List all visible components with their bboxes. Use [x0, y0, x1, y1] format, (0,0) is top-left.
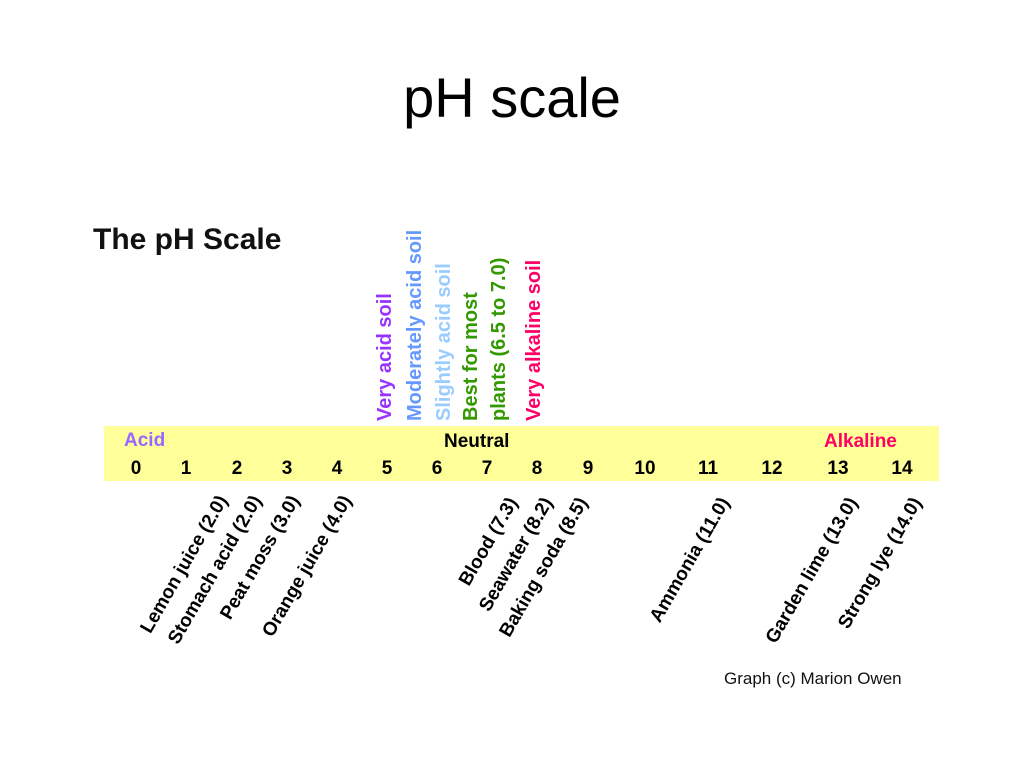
tick-5: 5 [382, 458, 393, 479]
tick-8: 8 [532, 458, 543, 479]
scale-band [104, 426, 939, 481]
acid-label: Acid [124, 430, 165, 451]
tick-10: 10 [634, 458, 655, 479]
tick-4: 4 [332, 458, 343, 479]
slide-title: pH scale [403, 66, 621, 129]
substance-ammonia: Ammonia (11.0) [646, 494, 734, 626]
tick-7: 7 [482, 458, 493, 479]
soil-label-slightly-acid: Slightly acid soil [433, 263, 455, 421]
soil-label-best-line2: plants (6.5 to 7.0) [488, 258, 510, 421]
tick-0: 0 [131, 458, 142, 479]
tick-14: 14 [891, 458, 913, 479]
figure-credit: Graph (c) Marion Owen [724, 669, 902, 688]
tick-13: 13 [827, 458, 848, 479]
tick-1: 1 [181, 458, 192, 479]
tick-6: 6 [432, 458, 443, 479]
tick-9: 9 [583, 458, 594, 479]
soil-label-very-alkaline: Very alkaline soil [523, 260, 545, 421]
tick-11: 11 [698, 458, 719, 479]
figure-heading: The pH Scale [93, 223, 281, 256]
neutral-label: Neutral [444, 431, 509, 452]
alkaline-label: Alkaline [824, 431, 897, 452]
soil-label-moderately-acid: Moderately acid soil [404, 230, 426, 421]
tick-3: 3 [282, 458, 293, 479]
soil-label-very-acid: Very acid soil [374, 293, 396, 421]
tick-2: 2 [232, 458, 243, 479]
soil-label-best-line1: Best for most [460, 292, 482, 421]
tick-12: 12 [761, 458, 782, 479]
